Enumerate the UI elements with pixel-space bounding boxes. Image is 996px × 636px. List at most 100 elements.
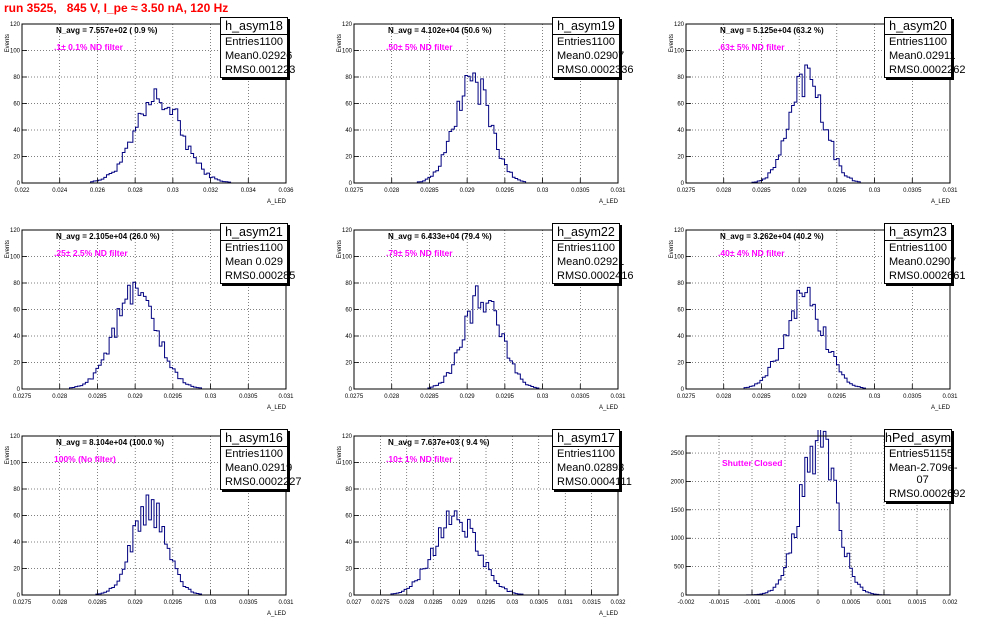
x-tick-label: 0.0285 [420,188,439,194]
y-tick-label: 2500 [671,451,685,457]
x-tick-label: 0.028 [384,394,400,400]
x-tick-label: 0.0285 [752,188,771,194]
x-tick-label: 0.031 [610,188,626,194]
x-tick-label: 0.0305 [239,600,258,606]
stats-key: Entries [557,36,592,48]
y-tick-label: 120 [342,22,353,28]
stats-value: 0.0002416 [581,270,634,282]
y-tick-label: 120 [342,434,353,440]
y-tick-label: 120 [674,22,685,28]
x-tick-label: 0.031 [278,600,294,606]
x-tick-label: 0.029 [792,394,808,400]
y-axis-title: Events [337,446,343,464]
stats-value: 0.0004111 [581,476,632,488]
stats-row-rms: RMS 0.000285 [221,269,295,283]
x-tick-label: 0.0315 [582,600,601,606]
x-tick-label: 0.028 [128,188,144,194]
stats-value: 0.02919 [252,462,293,474]
y-tick-label: 100 [10,49,21,55]
stats-value: 0.029 [255,256,283,268]
x-tick-label: 0.002 [942,600,958,606]
y-tick-label: 100 [342,255,353,261]
x-tick-label: 0.0295 [828,394,847,400]
x-tick-label: -0.001 [743,600,761,606]
stats-key: Mean [889,50,917,62]
stats-row-mean: Mean -2.709e-07 [885,461,958,487]
histogram-svg: 0.0275 0.028 0.0285 0.029 0.0295 0.03 0.0305 0.… [669,22,958,205]
x-tick-label: 0.031 [558,600,574,606]
y-tick-label: 20 [345,155,352,161]
stats-key: Mean [225,50,253,62]
stats-row-rms: RMS 0.0004111 [553,475,632,489]
x-tick-label: 0.0305 [571,188,590,194]
x-tick-label: 0.031 [278,394,294,400]
stats-key: Entries [225,36,260,48]
x-tick-label: 0.0275 [677,188,696,194]
y-tick-label: 0 [349,593,353,599]
stats-key: Entries [225,448,260,460]
y-tick-label: 20 [13,155,20,161]
stats-row-rms: RMS 0.0002227 [221,475,301,489]
y-tick-label: 0 [681,181,685,187]
y-tick-label: 60 [345,514,352,520]
x-tick-label: 0.0285 [420,394,439,400]
y-tick-label: 80 [677,75,684,81]
stats-key: Entries [889,242,924,254]
x-axis-title: A_LED [267,405,287,411]
histogram-name: h_asym21 [221,224,287,241]
stats-row-rms: RMS 0.0002416 [553,269,633,283]
y-tick-label: 0 [17,181,21,187]
filter-label: .63± 5% ND filter [718,42,785,52]
x-tick-label: 0.03 [167,188,179,194]
stats-key: RMS [889,270,914,282]
y-tick-label: 20 [13,567,20,573]
x-tick-label: 0.028 [716,188,732,194]
histogram-name: h_asym19 [553,18,619,35]
stats-value: 1100 [259,242,283,254]
x-tick-label: 0.0305 [571,394,590,400]
histogram-name: h_asym23 [885,224,951,241]
stats-value: 1100 [923,242,947,254]
stats-row-rms: RMS 0.001223 [221,63,295,77]
x-tick-label: 0.0275 [677,394,696,400]
stats-value: 0.02907 [916,256,957,268]
x-tick-label: 0.0285 [752,394,771,400]
filter-label: .10± 1% ND filter [386,454,453,464]
stats-row-mean: Mean 0.02921 [553,255,624,269]
stats-value: 1100 [259,448,283,460]
histogram-pad-h-asym23: 0.0275 0.028 0.0285 0.029 0.0295 0.03 0.0305 0.… [664,223,994,430]
stats-key: Mean [225,256,253,268]
y-tick-label: 120 [674,228,685,234]
stats-key: RMS [225,64,250,76]
y-tick-label: 40 [677,334,684,340]
y-tick-label: 60 [345,102,352,108]
x-axis-title: A_LED [931,199,951,205]
y-tick-label: 80 [345,281,352,287]
filter-label: .25± 2.5% ND filter [54,248,128,258]
histogram-line [354,285,618,390]
histogram-svg: 0.0275 0.028 0.0285 0.029 0.0295 0.03 0.0305 0.… [5,228,294,411]
histogram-pad-h-asym19: 0.0275 0.028 0.0285 0.029 0.0295 0.03 0.0305 0.… [332,17,662,224]
x-tick-label: 0.024 [52,188,68,194]
x-tick-label: -0.002 [677,600,695,606]
y-axis-title: Events [669,34,675,52]
x-tick-label: 0.0275 [345,188,364,194]
stats-key: Entries [557,448,592,460]
stats-box: h_asym19 Entries 1100 Mean 0.02907 RMS 0.00023… [552,17,633,78]
histogram-name: h_asym20 [885,18,951,35]
x-tick-label: 0.029 [452,600,468,606]
stats-box: h_asym20 Entries 1100 Mean 0.02911 RMS 0.00022… [884,17,965,78]
stats-box: h_asym22 Entries 1100 Mean 0.02921 RMS 0.00024… [552,223,633,284]
stats-key: RMS [557,64,582,76]
x-tick-label: 0.03 [537,188,549,194]
x-tick-label: 0.0005 [842,600,861,606]
y-tick-label: 100 [10,255,21,261]
y-tick-label: 60 [677,308,684,314]
y-tick-label: 60 [677,102,684,108]
y-axis-title: Events [5,34,11,52]
x-tick-label: 0.036 [278,188,294,194]
x-tick-label: 0.0275 [345,394,364,400]
y-tick-label: 20 [677,361,684,367]
y-tick-label: 60 [13,308,20,314]
y-tick-label: 20 [677,155,684,161]
